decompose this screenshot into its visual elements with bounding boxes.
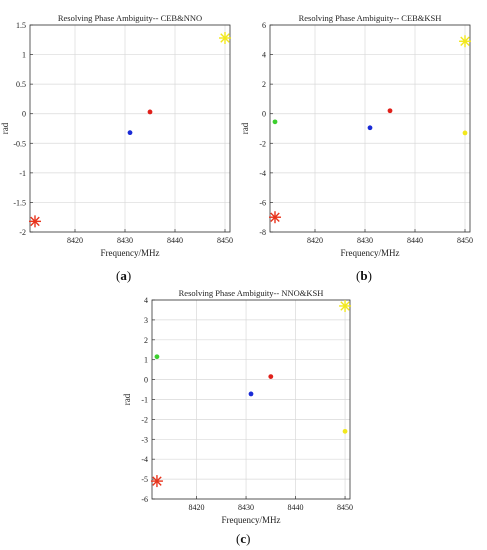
- y-tick-label: 6: [262, 21, 266, 30]
- x-tick-label: 8450: [217, 236, 233, 245]
- y-tick-label: -0.5: [13, 139, 26, 148]
- data-point-asterisk: [459, 35, 471, 48]
- y-tick-label: -5: [141, 475, 148, 484]
- x-tick-label: 8440: [288, 503, 304, 512]
- caption-c: (c): [236, 531, 251, 546]
- y-tick-label: -3: [141, 435, 148, 444]
- x-tick-label: 8430: [357, 236, 373, 245]
- x-tick-label: 8420: [307, 236, 323, 245]
- asterisk-stroke: [340, 301, 350, 311]
- y-tick-label: -1: [141, 396, 148, 405]
- asterisk-stroke: [30, 216, 40, 227]
- x-tick-label: 8450: [337, 503, 353, 512]
- chart-1: Resolving Phase Ambiguity-- CEB&KSH 8420 8…: [240, 13, 473, 258]
- chart-title: Resolving Phase Ambiguity-- CEB&NNO: [58, 13, 202, 23]
- y-tick-label: 0: [144, 376, 148, 385]
- data-point-asterisk: [339, 299, 352, 312]
- x-axis-label: Frequency/MHz: [222, 515, 281, 525]
- y-tick-label: 0.5: [16, 80, 26, 89]
- y-tick-label: 3: [144, 316, 148, 325]
- y-tick-label: 1.5: [16, 21, 26, 30]
- y-tick-label: 0: [262, 110, 266, 119]
- y-axis-label: rad: [122, 393, 132, 405]
- y-tick-label: 4: [262, 51, 266, 60]
- y-tick-label: -6: [141, 495, 148, 504]
- x-axis-label: Frequency/MHz: [341, 248, 400, 258]
- asterisk-stroke: [220, 33, 230, 43]
- caption-b: (b): [356, 268, 372, 283]
- y-axis-label: rad: [240, 122, 250, 134]
- y-tick-label: -8: [259, 228, 266, 237]
- y-tick-label: -4: [259, 169, 266, 178]
- y-tick-label: 1: [144, 356, 148, 365]
- data-point: [272, 119, 278, 125]
- y-tick-label: 4: [144, 296, 148, 305]
- x-tick-label: 8450: [457, 236, 473, 245]
- y-tick-label: 2: [144, 336, 148, 345]
- asterisk-stroke: [460, 36, 470, 47]
- x-tick-label: 8440: [167, 236, 183, 245]
- chart-title: Resolving Phase Ambiguity-- CEB&KSH: [299, 13, 442, 23]
- plot-area: [30, 25, 230, 232]
- data-point: [127, 130, 133, 136]
- caption-a: (a): [116, 268, 132, 283]
- axes-frame: [269, 24, 471, 233]
- x-tick-label: 8430: [117, 236, 133, 245]
- data-point-asterisk: [269, 211, 281, 224]
- chart-title: Resolving Phase Ambiguity-- NNO&KSH: [179, 288, 324, 298]
- x-tick-label: 8430: [238, 503, 254, 512]
- y-tick-label: -1: [19, 169, 26, 178]
- data-point-asterisk: [150, 475, 163, 488]
- data-point-asterisk: [29, 215, 41, 228]
- data-point: [342, 428, 348, 434]
- asterisk-stroke: [270, 212, 280, 222]
- data-point: [154, 354, 160, 360]
- y-tick-label: 0: [22, 110, 26, 119]
- y-tick-label: -2: [141, 415, 148, 424]
- y-axis-label: rad: [0, 122, 10, 134]
- data-point: [367, 125, 373, 131]
- data-point: [147, 109, 153, 115]
- chart-0: Resolving Phase Ambiguity-- CEB&NNO 8420 8…: [0, 13, 233, 258]
- y-tick-label: -2: [259, 139, 266, 148]
- y-tick-label: 1: [22, 51, 26, 60]
- y-tick-label: -1.5: [13, 198, 26, 207]
- x-tick-label: 8420: [189, 503, 205, 512]
- data-point: [462, 130, 468, 136]
- y-tick-label: -2: [19, 228, 26, 237]
- data-point: [268, 374, 274, 380]
- asterisk-stroke: [152, 476, 162, 486]
- x-tick-label: 8440: [407, 236, 423, 245]
- y-tick-label: -6: [259, 198, 266, 207]
- data-point-asterisk: [219, 32, 231, 45]
- y-tick-label: 2: [262, 80, 266, 89]
- x-tick-label: 8420: [67, 236, 83, 245]
- axes-frame: [29, 24, 231, 233]
- chart-2: Resolving Phase Ambiguity-- NNO&KSH 8420 8…: [122, 288, 353, 525]
- y-tick-label: -4: [141, 455, 148, 464]
- data-point: [387, 108, 393, 114]
- data-point: [248, 391, 254, 397]
- x-axis-label: Frequency/MHz: [101, 248, 160, 258]
